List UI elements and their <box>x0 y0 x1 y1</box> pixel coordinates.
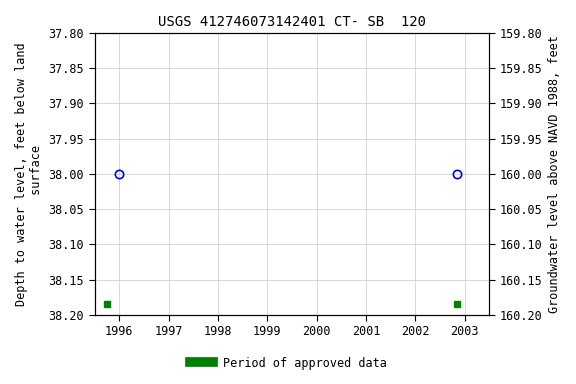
Y-axis label: Groundwater level above NAVD 1988, feet: Groundwater level above NAVD 1988, feet <box>548 35 561 313</box>
Legend: Period of approved data: Period of approved data <box>185 352 391 374</box>
Y-axis label: Depth to water level, feet below land
 surface: Depth to water level, feet below land su… <box>15 42 43 306</box>
Title: USGS 412746073142401 CT- SB  120: USGS 412746073142401 CT- SB 120 <box>158 15 426 29</box>
